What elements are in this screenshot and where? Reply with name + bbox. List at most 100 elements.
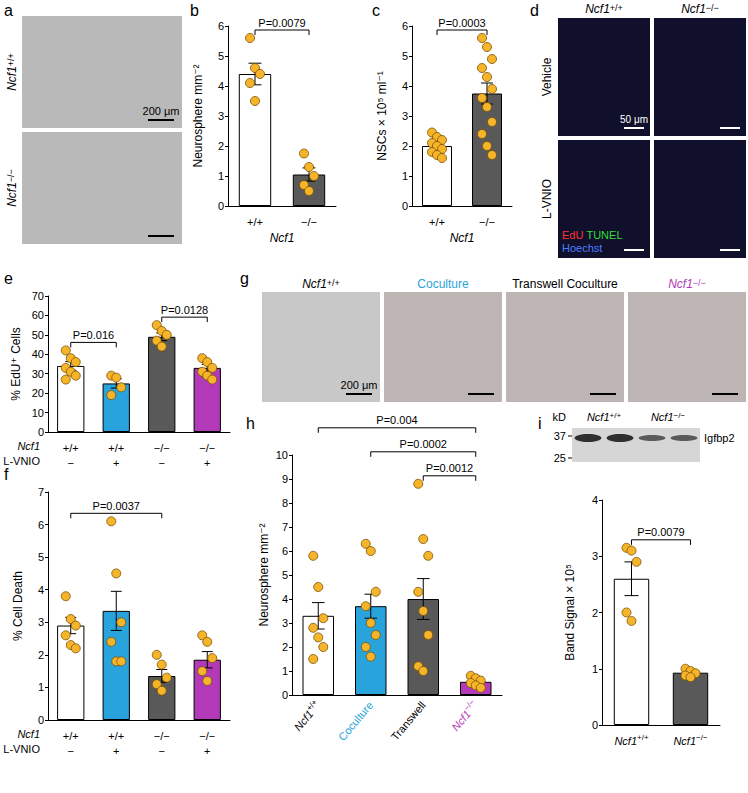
svg-text:Ncf1: Ncf1 bbox=[449, 708, 473, 733]
svg-text:6: 6 bbox=[282, 545, 288, 557]
svg-text:6: 6 bbox=[38, 519, 44, 531]
svg-text:Coculture: Coculture bbox=[417, 277, 469, 291]
svg-text:L-VNIO: L-VNIO bbox=[540, 179, 554, 219]
svg-text:kD: kD bbox=[553, 411, 567, 423]
svg-text:0: 0 bbox=[592, 719, 598, 731]
svg-text:L-VNIO: L-VNIO bbox=[3, 743, 40, 755]
svg-text:+/+: +/+ bbox=[63, 442, 79, 454]
svg-text:3: 3 bbox=[402, 110, 408, 122]
svg-text:−/−: −/− bbox=[6, 169, 16, 182]
svg-text:20: 20 bbox=[32, 387, 44, 399]
svg-text:f: f bbox=[4, 466, 9, 483]
svg-text:c: c bbox=[372, 2, 380, 19]
svg-text:+/+: +/+ bbox=[610, 3, 623, 13]
svg-text:3: 3 bbox=[38, 616, 44, 628]
svg-text:P=0.0037: P=0.0037 bbox=[93, 500, 140, 512]
svg-text:Neurosphere mm⁻²: Neurosphere mm⁻² bbox=[257, 523, 271, 626]
svg-text:Ncf1: Ncf1 bbox=[302, 277, 327, 291]
svg-text:−/−: −/− bbox=[696, 733, 708, 742]
svg-text:+/+: +/+ bbox=[108, 442, 124, 454]
svg-text:+/+: +/+ bbox=[63, 730, 79, 742]
svg-text:Ncf1: Ncf1 bbox=[614, 735, 637, 747]
svg-text:4: 4 bbox=[402, 80, 408, 92]
svg-text:5: 5 bbox=[218, 50, 224, 62]
svg-text:Transwell: Transwell bbox=[389, 699, 428, 742]
svg-text:d: d bbox=[530, 2, 539, 19]
svg-text:Ncf1: Ncf1 bbox=[17, 728, 40, 740]
svg-text:NSCs × 10⁵ ml⁻¹: NSCs × 10⁵ ml⁻¹ bbox=[375, 71, 389, 161]
svg-text:37: 37 bbox=[554, 430, 566, 442]
svg-text:200 μm: 200 μm bbox=[143, 105, 180, 117]
svg-text:0: 0 bbox=[38, 426, 44, 438]
svg-text:6: 6 bbox=[402, 20, 408, 32]
svg-text:P=0.0012: P=0.0012 bbox=[426, 462, 473, 474]
svg-text:Ncf1: Ncf1 bbox=[17, 440, 40, 452]
svg-text:40: 40 bbox=[32, 348, 44, 360]
svg-text:3: 3 bbox=[282, 617, 288, 629]
svg-text:Vehicle: Vehicle bbox=[540, 57, 554, 96]
svg-text:−/−: −/− bbox=[199, 442, 215, 454]
svg-text:Ncf1: Ncf1 bbox=[292, 708, 316, 733]
svg-text:+/+: +/+ bbox=[108, 730, 124, 742]
svg-text:P=0.0079: P=0.0079 bbox=[637, 526, 684, 538]
svg-text:a: a bbox=[4, 2, 13, 19]
svg-text:EdU: EdU bbox=[562, 229, 583, 241]
svg-text:Ncf1: Ncf1 bbox=[450, 231, 475, 245]
svg-text:% Cell Death: % Cell Death bbox=[11, 571, 25, 641]
svg-text:+/+: +/+ bbox=[429, 216, 445, 228]
svg-text:−: − bbox=[159, 457, 165, 469]
svg-text:30: 30 bbox=[32, 368, 44, 380]
svg-text:P=0.0002: P=0.0002 bbox=[400, 438, 447, 450]
svg-text:b: b bbox=[190, 2, 199, 19]
svg-text:−: − bbox=[159, 745, 165, 757]
svg-text:2: 2 bbox=[38, 649, 44, 661]
svg-text:TUNEL: TUNEL bbox=[586, 229, 622, 241]
svg-text:1: 1 bbox=[38, 681, 44, 693]
svg-text:5: 5 bbox=[38, 551, 44, 563]
svg-text:3: 3 bbox=[218, 110, 224, 122]
svg-text:+/+: +/+ bbox=[247, 216, 263, 228]
svg-text:Ncf1: Ncf1 bbox=[5, 66, 19, 91]
svg-text:0: 0 bbox=[402, 200, 408, 212]
svg-text:Ncf1: Ncf1 bbox=[270, 231, 295, 245]
svg-text:+: + bbox=[204, 457, 210, 469]
svg-text:Ncf1: Ncf1 bbox=[651, 411, 674, 423]
svg-text:+/+: +/+ bbox=[610, 411, 622, 420]
svg-text:Hoechst: Hoechst bbox=[562, 242, 602, 254]
svg-text:4: 4 bbox=[592, 494, 598, 506]
svg-text:e: e bbox=[4, 270, 13, 287]
svg-text:−/−: −/− bbox=[693, 278, 706, 288]
svg-text:−: − bbox=[68, 745, 74, 757]
svg-text:7: 7 bbox=[282, 521, 288, 533]
svg-text:50: 50 bbox=[32, 329, 44, 341]
svg-text:2: 2 bbox=[402, 140, 408, 152]
svg-text:P=0.0003: P=0.0003 bbox=[438, 17, 485, 29]
svg-text:Band Signal × 10⁵: Band Signal × 10⁵ bbox=[563, 564, 577, 661]
svg-text:Ncf1: Ncf1 bbox=[5, 182, 19, 207]
svg-text:Coculture: Coculture bbox=[336, 699, 375, 743]
svg-text:4: 4 bbox=[38, 584, 44, 596]
svg-text:+/+: +/+ bbox=[637, 733, 649, 742]
svg-text:P=0.0128: P=0.0128 bbox=[161, 304, 208, 316]
svg-text:Ncf1: Ncf1 bbox=[587, 411, 610, 423]
svg-text:2: 2 bbox=[282, 641, 288, 653]
svg-text:1: 1 bbox=[282, 665, 288, 677]
svg-text:50 μm: 50 μm bbox=[620, 114, 648, 125]
svg-text:0: 0 bbox=[218, 200, 224, 212]
svg-text:6: 6 bbox=[218, 20, 224, 32]
svg-text:9: 9 bbox=[282, 473, 288, 485]
svg-text:2: 2 bbox=[218, 140, 224, 152]
svg-text:Ncf1: Ncf1 bbox=[681, 2, 706, 16]
svg-text:10: 10 bbox=[32, 407, 44, 419]
svg-text:L-VNIO: L-VNIO bbox=[3, 455, 40, 467]
svg-text:1: 1 bbox=[402, 170, 408, 182]
svg-text:0: 0 bbox=[38, 714, 44, 726]
svg-text:Ncf1: Ncf1 bbox=[585, 2, 610, 16]
svg-text:g: g bbox=[240, 270, 249, 287]
svg-text:200 μm: 200 μm bbox=[341, 379, 378, 391]
svg-text:+/+: +/+ bbox=[327, 278, 340, 288]
svg-text:−/−: −/− bbox=[674, 411, 686, 420]
svg-text:h: h bbox=[246, 415, 255, 432]
svg-text:−/−: −/− bbox=[479, 216, 495, 228]
svg-text:% EdU⁺ Cells: % EdU⁺ Cells bbox=[9, 327, 23, 401]
